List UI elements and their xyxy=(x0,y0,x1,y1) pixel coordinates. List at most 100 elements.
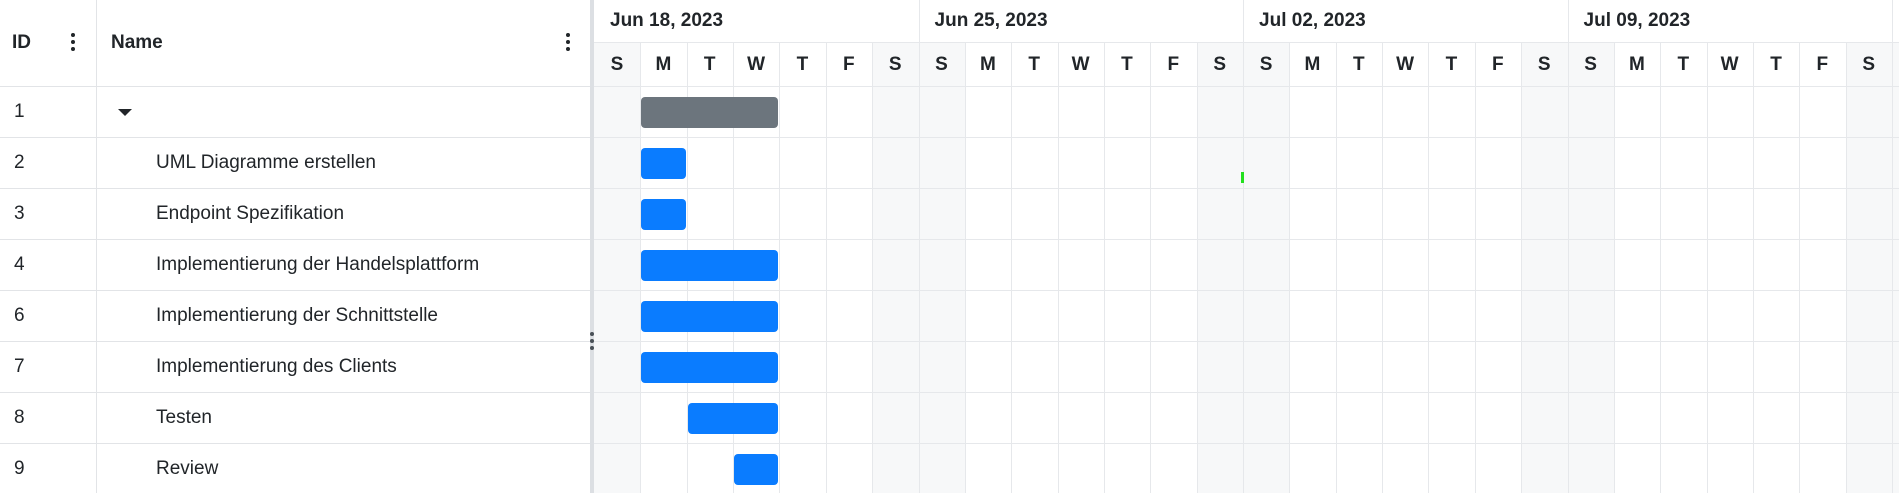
day-header: S xyxy=(1259,53,1273,75)
task-name-label: Review xyxy=(156,458,219,479)
weekend-shade xyxy=(1892,43,1899,493)
row-name-cell: Implementierung der Handelsplattform xyxy=(97,240,590,290)
splitter-handle-icon[interactable] xyxy=(589,330,595,352)
day-header: T xyxy=(1677,53,1690,75)
day-divider xyxy=(640,43,642,493)
day-header: S xyxy=(1213,53,1227,75)
day-divider xyxy=(1706,43,1708,493)
row-name-cell: Implementierung des Clients xyxy=(97,342,590,392)
table-row[interactable]: 1 xyxy=(0,87,590,138)
task-bar[interactable] xyxy=(641,352,779,383)
task-bar[interactable] xyxy=(641,250,779,281)
day-header: S xyxy=(610,53,624,75)
table-row[interactable]: 7 Implementierung des Clients xyxy=(0,342,590,393)
day-divider xyxy=(1011,43,1013,493)
weekend-shade xyxy=(1521,43,1568,493)
day-divider xyxy=(1474,43,1476,493)
grid-body: 1 2 UML Diagramme erstellen 3 Endpoint Spezi… xyxy=(0,87,590,493)
day-header: F xyxy=(1816,53,1829,75)
table-row[interactable]: 6 Implementierung der Schnittstelle xyxy=(0,291,590,342)
week-divider xyxy=(918,0,920,493)
row-name-cell: Implementierung der Schnittstelle xyxy=(97,291,590,341)
grid-header: ID Name xyxy=(0,0,590,87)
day-divider xyxy=(1103,43,1105,493)
week-header: Jun 18, 2023 xyxy=(610,10,724,31)
task-grid: ID Name 1 2 UML Diagramme erstellen 3 Endpoi… xyxy=(0,0,590,493)
week-header: Jul 02, 2023 xyxy=(1259,10,1366,31)
weekend-shade xyxy=(1196,43,1244,493)
day-header: F xyxy=(1167,53,1180,75)
task-bar[interactable] xyxy=(641,148,686,179)
day-divider xyxy=(872,43,874,493)
row-id-cell: 2 xyxy=(0,138,97,188)
row-divider xyxy=(594,341,1899,342)
day-divider xyxy=(1845,43,1847,493)
day-header: T xyxy=(1028,53,1041,75)
gantt-timeline: Jun 18, 2023 Jun 25, 2023 Jul 02, 2023 Jul … xyxy=(594,0,1899,493)
column-header-name[interactable]: Name xyxy=(97,0,590,86)
table-row[interactable]: 8 Testen xyxy=(0,393,590,444)
day-divider xyxy=(1428,43,1430,493)
day-divider xyxy=(1799,43,1801,493)
day-divider xyxy=(1335,43,1337,493)
row-divider xyxy=(594,290,1899,291)
day-divider xyxy=(1660,43,1662,493)
header-divider xyxy=(594,42,1899,43)
table-row[interactable]: 4 Implementierung der Handelsplattform xyxy=(0,240,590,291)
weekend-shade xyxy=(594,43,641,493)
table-row[interactable]: 9 Review xyxy=(0,444,590,493)
task-bar[interactable] xyxy=(687,403,779,434)
day-header: M xyxy=(655,53,672,75)
row-divider xyxy=(594,239,1899,240)
task-name-label: Endpoint Spezifikation xyxy=(156,203,345,224)
row-name-cell: Review xyxy=(97,444,590,493)
day-divider xyxy=(1753,43,1754,493)
day-header: W xyxy=(1720,53,1739,75)
table-row[interactable]: 2 UML Diagramme erstellen xyxy=(0,138,590,189)
column-menu-id-icon[interactable] xyxy=(65,29,81,55)
day-divider xyxy=(1057,43,1059,493)
day-divider xyxy=(1196,43,1198,493)
day-header: W xyxy=(1396,53,1415,75)
collapse-caret-icon[interactable] xyxy=(118,109,132,116)
day-header: T xyxy=(1352,53,1365,75)
day-header: W xyxy=(747,53,766,75)
column-header-id[interactable]: ID xyxy=(0,0,97,86)
row-id-cell: 8 xyxy=(0,393,97,443)
day-divider xyxy=(825,43,827,493)
day-divider xyxy=(1150,43,1152,493)
row-id-cell: 3 xyxy=(0,189,97,239)
weekend-shade xyxy=(1845,43,1893,493)
task-name-label: Implementierung der Schnittstelle xyxy=(156,305,438,326)
row-name-cell: Testen xyxy=(97,393,590,443)
row-name-cell: UML Diagramme erstellen xyxy=(97,138,590,188)
day-header: M xyxy=(1628,53,1645,75)
day-header: S xyxy=(935,53,948,75)
day-header: S xyxy=(1892,43,1899,86)
day-header: T xyxy=(1121,53,1133,75)
column-header-name-label: Name xyxy=(111,32,163,53)
column-menu-name-icon[interactable] xyxy=(560,29,576,55)
summary-bar[interactable] xyxy=(641,97,779,128)
day-header: T xyxy=(703,53,716,75)
day-header: S xyxy=(888,53,902,75)
row-id-cell: 7 xyxy=(0,342,97,392)
day-divider xyxy=(1613,43,1615,493)
day-divider xyxy=(1382,43,1384,493)
week-header: Jul 09, 2023 xyxy=(1583,10,1691,31)
day-header: T xyxy=(1770,53,1782,75)
task-name-label: UML Diagramme erstellen xyxy=(156,152,376,173)
day-header: S xyxy=(1584,53,1597,75)
task-bar[interactable] xyxy=(641,199,686,230)
task-name-label: Implementierung des Clients xyxy=(156,356,397,377)
pane-splitter[interactable] xyxy=(590,0,594,493)
table-row[interactable]: 3 Endpoint Spezifikation xyxy=(0,189,590,240)
task-name-label: Implementierung der Handelsplattform xyxy=(156,254,480,275)
row-divider xyxy=(594,188,1899,189)
weekend-shade xyxy=(1243,43,1290,493)
weekend-shade xyxy=(1567,43,1614,493)
day-header: M xyxy=(1304,53,1321,75)
task-bar[interactable] xyxy=(734,454,779,485)
task-bar[interactable] xyxy=(641,301,779,332)
column-header-id-label: ID xyxy=(12,32,31,53)
